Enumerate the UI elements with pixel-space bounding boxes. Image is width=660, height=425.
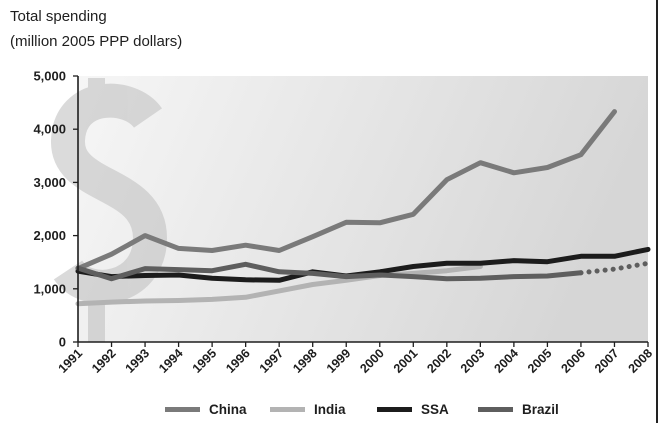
plot-background <box>78 76 648 342</box>
y-tick-label: 3,000 <box>33 175 66 190</box>
x-tick-label: 1992 <box>89 346 119 376</box>
x-tick-label: 1995 <box>190 346 220 376</box>
x-tick-label: 2005 <box>525 346 555 376</box>
legend-label: SSA <box>421 401 449 417</box>
x-tick-label: 2004 <box>491 346 521 376</box>
x-tick-label: 1997 <box>257 346 287 376</box>
legend-item-china: China <box>165 398 247 420</box>
series-line-china <box>75 109 617 272</box>
y-axis-label-line-2: (million 2005 PPP dollars) <box>10 33 183 50</box>
y-tick-label: 5,000 <box>33 69 66 84</box>
y-axis-label-line-1: Total spending <box>10 8 107 25</box>
x-tick-label: 1991 <box>56 346 86 376</box>
legend-label: China <box>209 401 247 417</box>
legend-label: Brazil <box>522 401 559 417</box>
legend: China India SSA Brazil <box>0 398 660 420</box>
series-line-india <box>75 264 483 307</box>
x-tick-label: 1993 <box>123 346 153 376</box>
x-tick-label: 2003 <box>458 346 488 376</box>
x-tick-label: 2006 <box>558 346 588 376</box>
legend-item-ssa: SSA <box>377 398 449 420</box>
series-line-brazil <box>75 261 584 282</box>
x-tick-label: 1999 <box>324 346 354 376</box>
legend-item-brazil: Brazil <box>478 398 559 420</box>
y-tick-label: 2,000 <box>33 228 66 243</box>
x-tick-label: 1994 <box>156 346 186 376</box>
legend-swatch <box>377 406 412 412</box>
x-tick-label: 1996 <box>223 346 253 376</box>
x-tick-label: 2008 <box>626 346 656 376</box>
legend-swatch <box>165 406 200 412</box>
x-tick-label: 2000 <box>357 346 387 376</box>
series-line-brazil-projected <box>578 260 651 276</box>
y-tick-label: 0 <box>59 335 66 350</box>
x-tick-label: 2002 <box>424 346 454 376</box>
legend-item-india: India <box>270 398 346 420</box>
y-tick-label: 1,000 <box>33 281 66 296</box>
x-tick-label: 1998 <box>290 346 320 376</box>
y-tick-label: 4,000 <box>33 122 66 137</box>
x-tick-label: 2007 <box>592 346 622 376</box>
legend-label: India <box>314 401 346 417</box>
legend-swatch <box>270 406 305 412</box>
legend-swatch <box>478 406 513 412</box>
x-tick-label: 2001 <box>391 346 421 376</box>
